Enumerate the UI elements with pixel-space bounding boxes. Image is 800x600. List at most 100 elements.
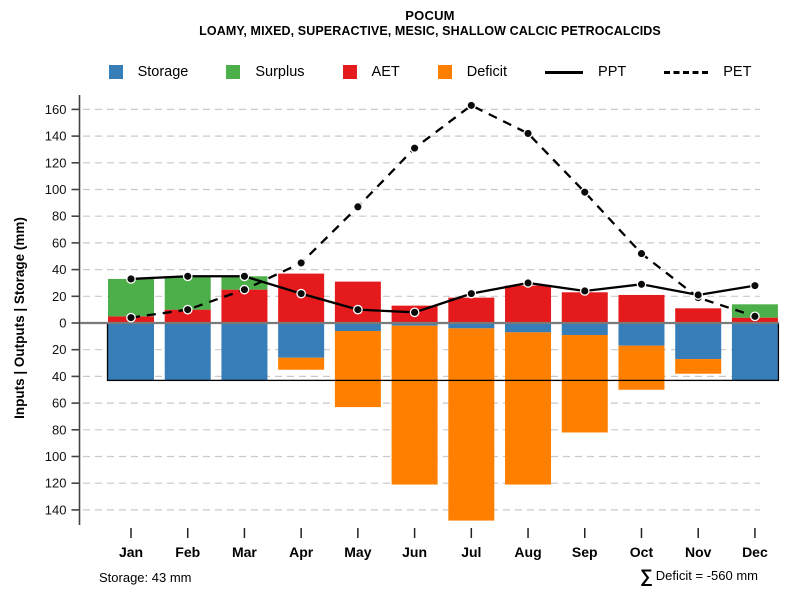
x-axis: Jan Feb Mar Apr May Jun Jul Aug Sep Oct Nov Dec [119, 528, 768, 560]
pet-point-Dec [750, 311, 760, 322]
bar-deficit-May [334, 331, 381, 408]
ppt-path [130, 275, 756, 314]
x-tick-label-Sep: Sep [572, 544, 598, 560]
x-tick-label-Apr: Apr [289, 544, 314, 560]
bar-surplus-Dec [731, 304, 778, 318]
pet-point-May [353, 202, 363, 212]
bar-storage-Oct [618, 323, 665, 346]
pet-point-Jan [126, 312, 136, 323]
bar-storage-Feb [164, 323, 211, 381]
bar-deficit-Nov [675, 359, 722, 374]
bar-storage-Dec [731, 323, 778, 381]
legend-line-dashed-pet-icon [664, 70, 709, 74]
x-tick-label-Oct: Oct [630, 544, 654, 560]
pet-point-Aug [523, 128, 533, 139]
bar-deficit-Apr [278, 357, 325, 370]
legend-label-aet: AET [371, 64, 400, 80]
legend-item-deficit: Deficit [437, 64, 508, 80]
y-tick-label--140: 140 [45, 502, 67, 517]
y-tick-label-60: 60 [52, 235, 66, 250]
pet-point-Apr [296, 258, 307, 268]
y-tick-label-20: 20 [52, 289, 66, 304]
ppt-point-Sep [579, 286, 590, 296]
ppt-point-Oct [636, 279, 647, 290]
y-tick-label--40: 40 [52, 369, 66, 384]
x-tick-label-May: May [344, 544, 371, 560]
ppt-point-May [353, 304, 363, 315]
legend-label-deficit: Deficit [466, 64, 508, 80]
bar-deficit-Sep [561, 335, 608, 433]
ppt-point-Apr [296, 288, 307, 299]
y-tick-label--100: 100 [45, 449, 67, 464]
deficit-total-note: ∑ Deficit = -560 mm [640, 566, 758, 587]
y-tick-label-80: 80 [52, 209, 66, 224]
legend-label-storage: Storage [137, 64, 189, 80]
ppt-line [126, 271, 760, 318]
bar-storage-Sep [561, 323, 608, 336]
legend-square-deficit-icon [437, 65, 452, 79]
bar-aet-May [334, 281, 381, 323]
bar-deficit-Jun [391, 325, 438, 485]
ppt-point-Dec [750, 280, 760, 291]
x-tick-label-Nov: Nov [685, 544, 712, 560]
ppt-point-Jul [466, 288, 477, 299]
bar-aet-Oct [618, 294, 665, 323]
x-tick-label-Jul: Jul [461, 544, 481, 560]
bar-storage-Nov [675, 323, 722, 360]
legend-item-surplus: Surplus [226, 64, 305, 80]
y-tick-label--20: 20 [52, 342, 66, 357]
storage-capacity-note: Storage: 43 mm [99, 570, 192, 585]
bar-storage-Apr [278, 323, 325, 358]
bar-storage-Jan [108, 323, 154, 381]
legend-item-aet: AET [342, 64, 400, 80]
ppt-point-Nov [693, 290, 704, 300]
legend-item-storage: Storage [108, 64, 189, 80]
legend-label-ppt: PPT [598, 64, 627, 80]
page-subtitle: LOAMY, MIXED, SUPERACTIVE, MESIC, SHALLO… [199, 24, 661, 38]
y-tick-label-0: 0 [59, 316, 66, 331]
bar-deficit-Jul [448, 328, 495, 521]
bar-aet-Aug [505, 285, 552, 323]
y-tick-label-140: 140 [45, 129, 67, 144]
sigma-symbol: ∑ [639, 566, 653, 586]
storage-note-text: Storage: 43 mm [99, 570, 192, 585]
bar-storage-May [334, 323, 381, 332]
y-tick-label--80: 80 [52, 422, 66, 437]
legend-item-ppt: PPT [545, 64, 626, 80]
y-tick-label-120: 120 [45, 155, 67, 170]
ppt-point-Feb [182, 271, 193, 282]
pet-point-Jul [466, 100, 477, 111]
chart-legend: Storage Surplus AET Deficit PPT PET [60, 64, 800, 80]
pet-point-Sep [579, 187, 590, 198]
legend-square-storage-icon [108, 65, 123, 79]
bar-deficit-Aug [505, 332, 552, 485]
ppt-point-Mar [239, 271, 250, 282]
x-tick-label-Dec: Dec [742, 544, 768, 560]
bar-aet-Feb [164, 309, 211, 323]
bars [108, 273, 778, 521]
bar-aet-Nov [675, 308, 722, 323]
y-axis: 160 140 120 100 80 60 40 20 0 20 40 60 80 100 120 140 [45, 95, 81, 525]
x-tick-label-Aug: Aug [514, 544, 541, 560]
y-tick-label-40: 40 [52, 262, 66, 277]
y-tick-label--120: 120 [45, 476, 67, 491]
legend-line-solid-ppt-icon [545, 70, 584, 74]
y-tick-label-160: 160 [45, 102, 67, 117]
pet-point-Oct [636, 248, 647, 259]
bar-storage-Mar [221, 323, 268, 381]
ppt-point-Aug [523, 278, 533, 288]
bar-surplus-Jan [108, 278, 154, 317]
deficit-total-text: Deficit = -560 mm [655, 568, 758, 583]
chart-header: POCUM LOAMY, MIXED, SUPERACTIVE, MESIC, … [40, 8, 800, 38]
page-title: POCUM [405, 8, 455, 23]
legend-label-pet: PET [723, 64, 752, 80]
legend-item-pet: PET [664, 64, 751, 80]
pet-line [126, 100, 760, 323]
bar-storage-Jun [391, 323, 438, 326]
legend-square-surplus-icon [226, 65, 241, 79]
ppt-point-Jan [126, 274, 136, 284]
bar-aet-Sep [561, 292, 608, 323]
y-tick-label-100: 100 [45, 182, 67, 197]
